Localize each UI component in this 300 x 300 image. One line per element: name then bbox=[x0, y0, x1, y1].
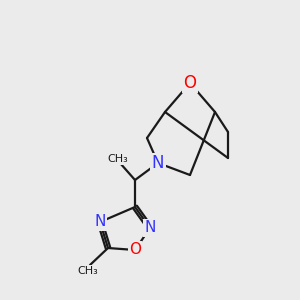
Text: CH₃: CH₃ bbox=[78, 266, 98, 276]
Text: O: O bbox=[184, 74, 196, 92]
Text: N: N bbox=[152, 154, 164, 172]
Text: N: N bbox=[94, 214, 106, 230]
Text: O: O bbox=[129, 242, 141, 257]
Text: CH₃: CH₃ bbox=[108, 154, 128, 164]
Text: N: N bbox=[144, 220, 156, 236]
